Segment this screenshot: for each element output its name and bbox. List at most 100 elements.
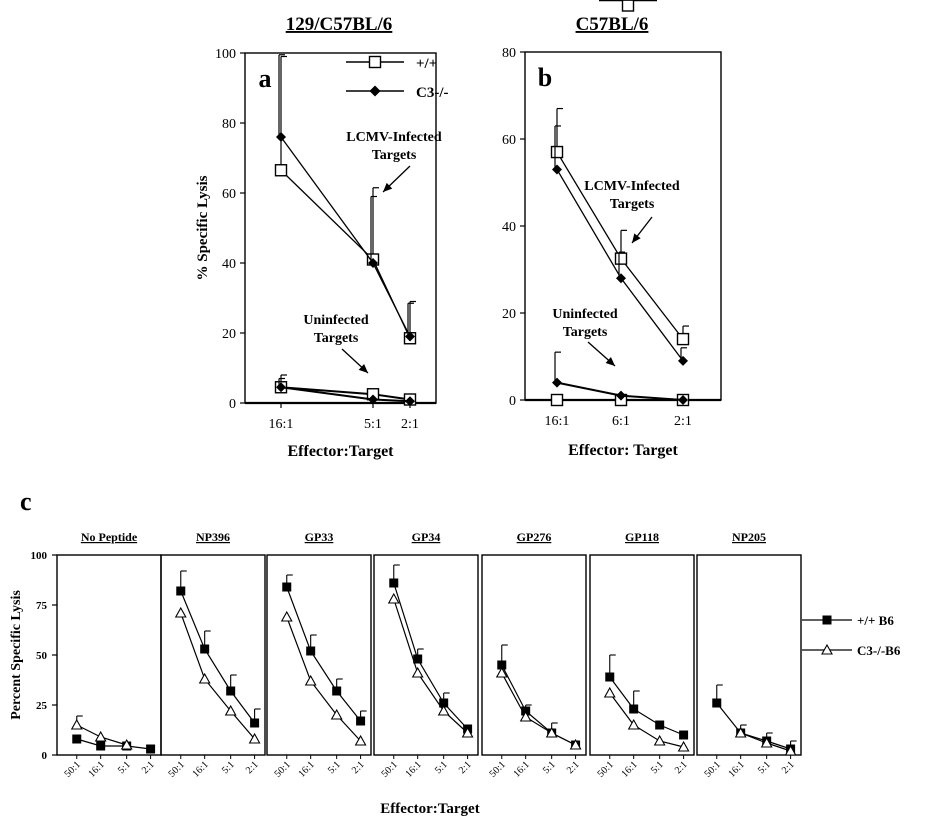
data-point	[545, 726, 558, 738]
annotation-arrow	[631, 216, 653, 244]
annotation-arrow	[382, 165, 411, 193]
x-tick-label: 5:1	[756, 759, 773, 776]
data-point	[354, 734, 367, 746]
data-point	[678, 355, 688, 366]
data-point	[332, 686, 342, 696]
subpanel-no-peptide: No Peptide 50:1 16:1 5:1 2:1	[56, 530, 162, 780]
x-tick-label: 5:1	[220, 759, 237, 776]
subpanel-frame	[56, 554, 162, 756]
series-line	[280, 386, 411, 403]
data-point	[280, 610, 293, 622]
data-point	[405, 331, 415, 342]
x-tick-label: 50:1	[703, 759, 723, 779]
subpanel-frame	[373, 554, 479, 756]
legend-label: C3-/-B6	[857, 643, 901, 658]
data-point	[495, 666, 508, 678]
data-point	[282, 582, 292, 592]
legend: +/+C3-/-	[346, 55, 449, 101]
data-point	[552, 164, 562, 175]
data-point	[368, 258, 378, 268]
series-line	[393, 582, 469, 730]
series-c3ko	[280, 610, 367, 746]
data-point	[616, 273, 626, 284]
y-tick-label: 0	[509, 394, 516, 409]
x-tick-label: 50:1	[63, 759, 83, 779]
data-point	[552, 377, 562, 388]
legend-marker	[821, 643, 833, 655]
data-point	[519, 710, 532, 722]
data-point	[653, 734, 666, 746]
y-tick-label: 40	[502, 220, 516, 235]
x-tick-label: 5:1	[649, 759, 666, 776]
arrow-head	[632, 233, 641, 243]
subpanel-gp118: GP118 50:1 16:1 5:1 2:1	[589, 530, 695, 780]
subpanel-title: GP34	[412, 530, 441, 544]
subpanel-np205: NP205 50:1 16:1 5:1 2:1	[696, 530, 802, 780]
subpanel-gp276: GP276 50:1 16:1 5:1 2:1	[481, 530, 587, 780]
annotation-text: LCMV-Infected	[346, 130, 442, 145]
series-c3ko	[552, 125, 688, 366]
data-point	[677, 740, 690, 752]
panel-b: 0 20 40 60 80 16:1 6:1 2:1 +/+C3-/- LCMV-Infected…	[502, 0, 722, 459]
subpanel-frame	[696, 554, 802, 756]
annotation-text: LCMV-Infected	[584, 179, 680, 194]
data-point	[603, 686, 616, 698]
series-c3ko	[70, 715, 133, 750]
legend: +/+C3-/-	[599, 0, 702, 12]
series-line	[609, 676, 684, 736]
data-point	[616, 390, 626, 401]
panel-letter: b	[538, 63, 552, 92]
series-wt	[389, 564, 473, 734]
y-tick-label: 25	[36, 700, 48, 712]
y-tick-label: 100	[31, 550, 48, 562]
data-point	[437, 704, 450, 716]
series-wt	[274, 55, 417, 345]
series-c3ko	[495, 666, 582, 750]
x-tick-label: 16:1	[190, 759, 210, 779]
subpanel-gp33: GP33 50:1 16:1 5:1 2:1	[266, 530, 372, 780]
x-tick-label: 16:1	[86, 759, 106, 779]
annotation-arrow	[587, 341, 616, 367]
series-line	[76, 738, 151, 750]
series-c3ko	[276, 54, 415, 342]
legend: +/+ B6 C3-/-B6	[802, 613, 901, 658]
data-point	[226, 686, 236, 696]
panel-letter: c	[20, 487, 32, 516]
series-wt	[176, 570, 261, 728]
series-line	[180, 612, 256, 740]
data-point	[627, 718, 640, 730]
series-line	[609, 692, 684, 748]
data-point	[387, 592, 400, 604]
subpanel-frame	[266, 554, 372, 756]
x-tick-label: 2:1	[140, 759, 157, 776]
series-c3ko	[552, 351, 688, 405]
data-point	[655, 720, 665, 730]
data-point	[550, 145, 564, 159]
x-tick-label: 2:1	[780, 759, 797, 776]
x-tick-label: 50:1	[273, 759, 293, 779]
data-point	[614, 252, 628, 265]
x-tick-label: 16:1	[296, 759, 316, 779]
data-point	[368, 394, 378, 405]
legend-label: C3-/-	[416, 85, 449, 101]
y-tick-label: 20	[222, 327, 236, 342]
x-tick-label: 5:1	[364, 417, 382, 432]
arrow-head	[383, 182, 393, 192]
series-wt	[282, 574, 367, 726]
series-wt	[712, 684, 797, 754]
data-point	[276, 132, 286, 142]
legend-label: +/+	[669, 0, 690, 4]
series-wt	[550, 107, 690, 346]
y-tick-label: 100	[215, 47, 236, 62]
x-tick-label: 2:1	[350, 759, 367, 776]
annotation-text: Targets	[314, 331, 359, 346]
y-tick-label: 0	[229, 397, 236, 412]
annotation-arrow	[341, 348, 369, 374]
series-wt	[497, 644, 581, 750]
y-tick-label: 50	[36, 650, 48, 662]
x-tick-label: 50:1	[167, 759, 187, 779]
subpanel-frame	[589, 554, 695, 756]
series-c3ko	[603, 686, 690, 752]
panel-a: 0 20 40 60 80 100 16:1 5:1 2:1 +/+ C3-/- LCMV-Infec…	[195, 14, 449, 460]
data-point	[405, 396, 415, 407]
